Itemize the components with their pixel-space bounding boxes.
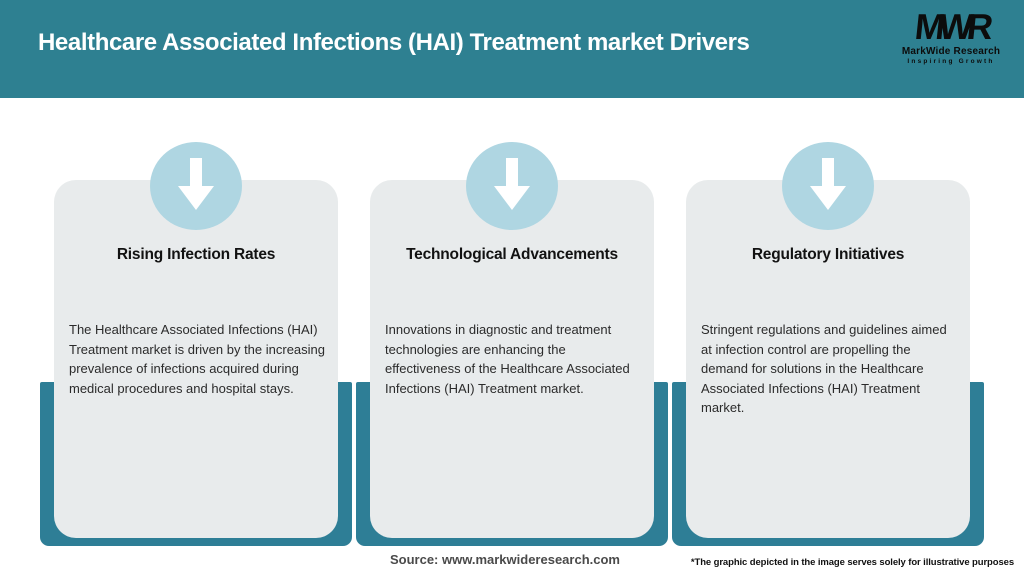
page-title: Healthcare Associated Infections (HAI) T… xyxy=(38,29,750,56)
markwide-logo: MWR MarkWide Research Inspiring Growth xyxy=(896,6,1006,65)
driver-column: Rising Infection Rates The Healthcare As… xyxy=(40,0,352,576)
card-description: The Healthcare Associated Infections (HA… xyxy=(69,322,326,396)
header-bar: Healthcare Associated Infections (HAI) T… xyxy=(0,0,1024,98)
driver-column: Regulatory Initiatives Stringent regulat… xyxy=(672,0,984,576)
driver-card: Regulatory Initiatives Stringent regulat… xyxy=(686,180,970,538)
card-description: Innovations in diagnostic and treatment … xyxy=(385,322,630,396)
card-title: Rising Infection Rates xyxy=(116,246,276,263)
card-description: Stringent regulations and guidelines aim… xyxy=(701,322,947,415)
card-title: Technological Advancements xyxy=(406,246,618,263)
card-title: Regulatory Initiatives xyxy=(751,246,905,263)
source-text: Source: www.markwideresearch.com xyxy=(389,552,620,567)
arrow-down-icon xyxy=(782,142,874,230)
driver-card: Technological Advancements Innovations i… xyxy=(370,180,654,538)
logo-tagline: Inspiring Growth xyxy=(907,57,995,65)
disclaimer-text: *The graphic depicted in the image serve… xyxy=(690,557,1014,568)
arrow-down-icon xyxy=(150,142,242,230)
driver-card: Rising Infection Rates The Healthcare As… xyxy=(54,180,338,538)
arrow-down-icon xyxy=(466,142,558,230)
logo-name: MarkWide Research xyxy=(901,45,1001,57)
driver-column: Technological Advancements Innovations i… xyxy=(356,0,668,576)
